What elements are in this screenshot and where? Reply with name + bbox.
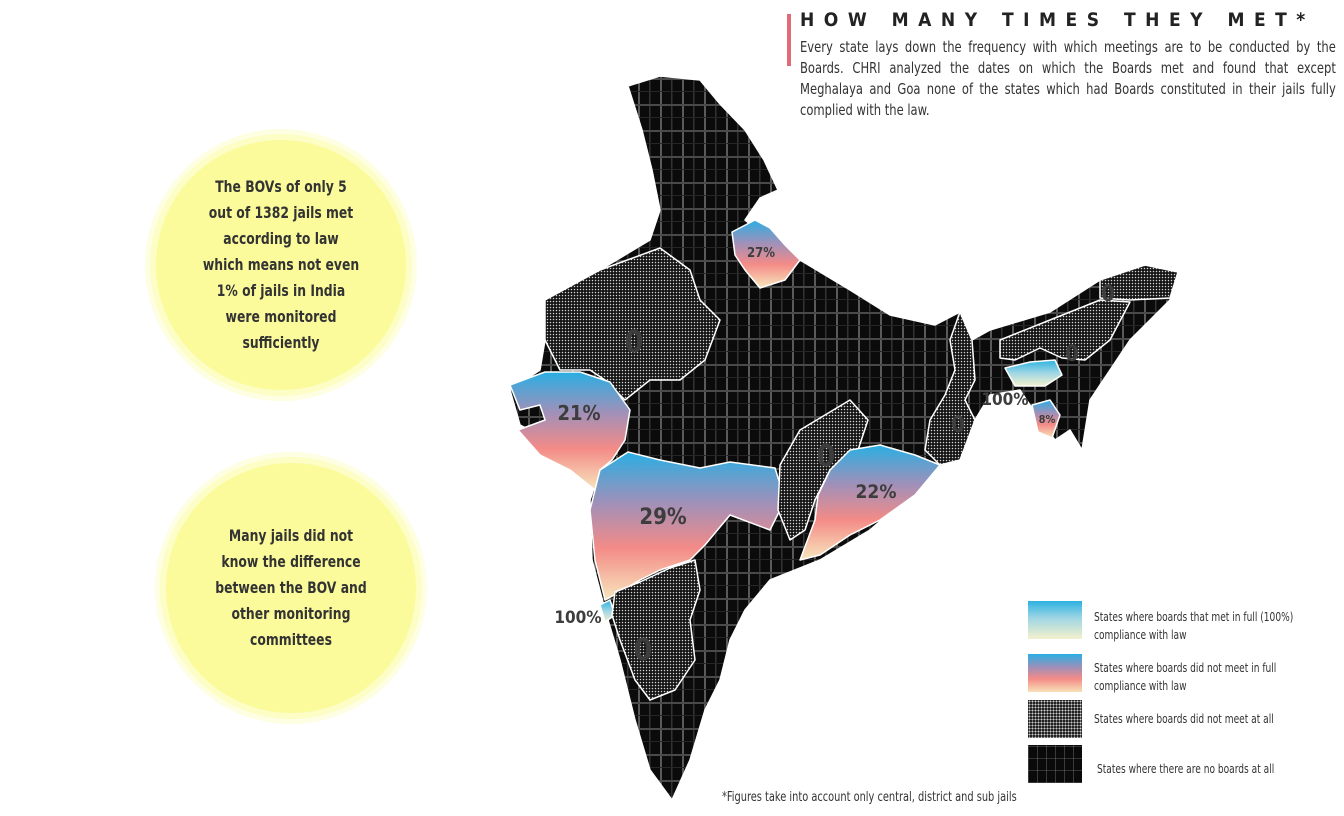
legend-label-none: States where boards did not meet at all — [1094, 712, 1274, 726]
label-west-bengal: 0 — [951, 413, 965, 438]
label-karnataka: 0 — [634, 633, 653, 668]
callout-text-difference: Many jails did not know the difference b… — [215, 526, 367, 649]
callout-text-monitoring: The BOVs of only 5 out of 1382 jails met… — [202, 177, 360, 352]
label-meghalaya: 100% — [981, 390, 1028, 410]
state-odisha — [799, 444, 941, 561]
callout-bubble-difference: Many jails did not know the difference b… — [166, 463, 416, 713]
state-meghalaya — [1004, 359, 1063, 387]
legend-swatch-none — [1028, 700, 1082, 738]
label-maharashtra: 29% — [639, 505, 687, 530]
legend-swatch-partial — [1028, 654, 1082, 692]
footnote: *Figures take into account only central,… — [722, 790, 1017, 805]
label-gujarat: 21% — [557, 401, 600, 425]
label-rajasthan: 0 — [625, 325, 644, 360]
state-maharashtra — [589, 451, 786, 601]
state-tripura — [1031, 399, 1061, 439]
state-rajasthan — [544, 247, 721, 401]
legend-swatch-full — [1028, 601, 1082, 639]
state-arunachal — [1099, 264, 1179, 301]
callout-bubble-monitoring: The BOVs of only 5 out of 1382 jails met… — [156, 140, 406, 390]
label-arunachal: 0 — [1101, 282, 1115, 307]
legend-swatch-no-boards — [1028, 745, 1082, 783]
state-west-bengal — [924, 311, 976, 466]
state-karnataka — [611, 559, 701, 701]
india-map: 27% 0 21% 29% 22% 0 0 0 0 100% 8% 100% 0 — [509, 75, 1179, 801]
label-odisha: 22% — [856, 481, 897, 503]
label-chhattisgarh: 0 — [817, 439, 836, 474]
state-uttarakhand — [731, 219, 801, 289]
page-title: HOW MANY TIMES THEY MET* — [800, 9, 1315, 31]
page-subtitle: Every state lays down the frequency with… — [800, 38, 1336, 119]
legend-label-full: States where boards that met in full (10… — [1094, 610, 1294, 642]
title-accent-bar — [787, 14, 791, 66]
label-goa: 100% — [554, 608, 601, 628]
label-uttarakhand: 27% — [747, 246, 775, 261]
legend-label-partial: States where boards did not meet in full… — [1094, 661, 1277, 693]
state-assam — [999, 299, 1131, 361]
label-tripura: 8% — [1039, 413, 1056, 426]
legend-label-no-boards: States where there are no boards at all — [1097, 762, 1275, 776]
label-assam: 0 — [1065, 342, 1079, 367]
